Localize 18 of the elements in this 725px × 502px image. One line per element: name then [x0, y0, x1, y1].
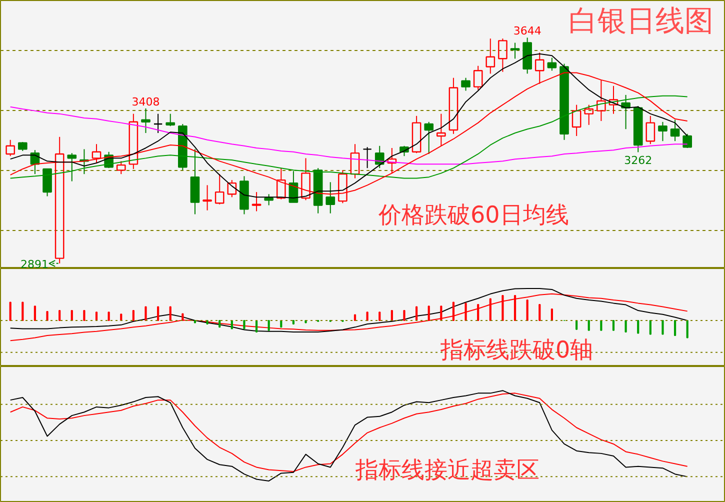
annotation: 价格跌破60日均线	[378, 202, 569, 228]
candlestick	[670, 119, 680, 142]
candlestick	[387, 147, 397, 174]
annotation: 3408	[132, 95, 160, 108]
candlestick	[202, 184, 212, 211]
candlestick	[190, 148, 200, 215]
annotation: 指标线接近超卖区	[354, 458, 540, 484]
candlestick	[240, 176, 249, 215]
candlestick	[141, 108, 150, 134]
annotation: 指标线跌破0轴	[440, 338, 594, 364]
candlestick	[326, 182, 336, 214]
annotation: 3262	[624, 154, 652, 168]
candlestick	[608, 85, 618, 114]
candlestick	[596, 79, 606, 122]
chart-title: 白银日线图	[568, 4, 714, 38]
annotation: 3644	[513, 24, 542, 38]
candlestick	[436, 113, 446, 146]
candlestick	[350, 144, 360, 179]
